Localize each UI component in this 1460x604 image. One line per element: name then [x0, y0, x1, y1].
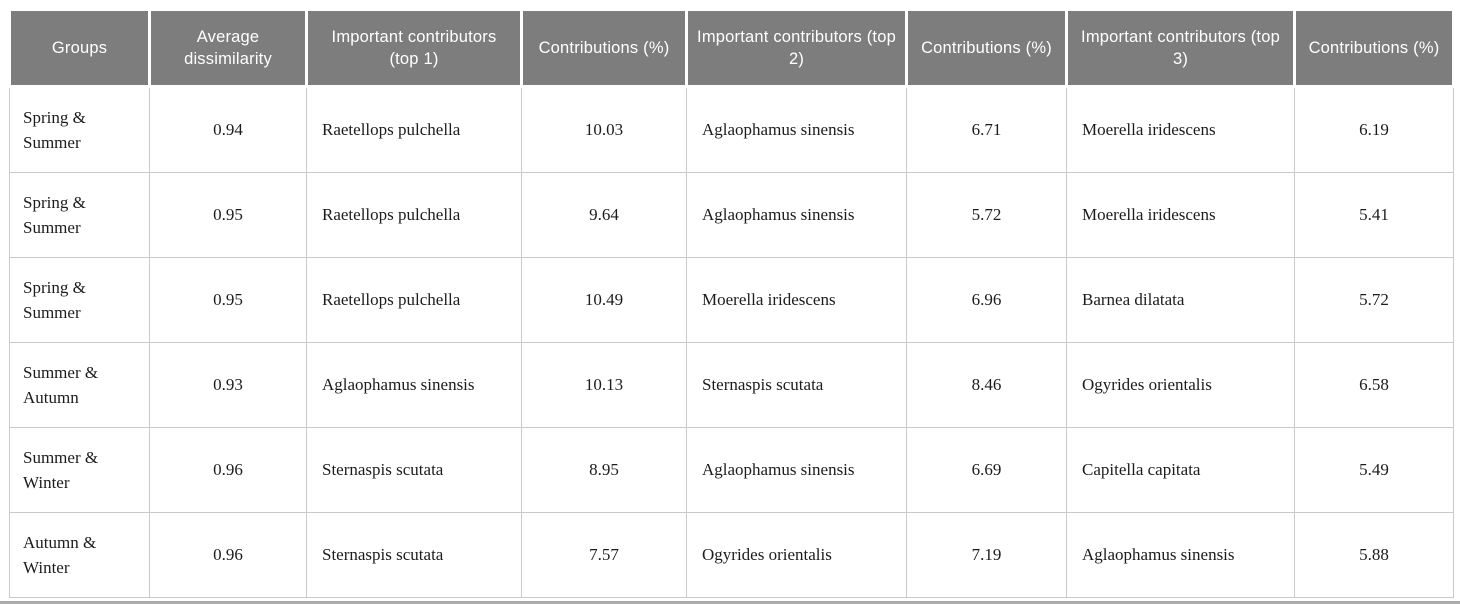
table-row: Summer & Winter 0.96 Sternaspis scutata 8.9… — [9, 427, 1454, 513]
cell-top2: Sternaspis scutata — [686, 342, 907, 428]
cell-top1-pct: 10.49 — [521, 257, 687, 343]
table-row: Spring & Summer 0.95 Raetellops pulchella 9… — [9, 172, 1454, 258]
cell-top2: Ogyrides orientalis — [686, 512, 907, 598]
cell-average-dissimilarity: 0.96 — [149, 512, 307, 598]
cell-top3-pct: 5.41 — [1294, 172, 1454, 258]
cell-top2: Aglaophamus sinensis — [686, 172, 907, 258]
cell-top1-pct: 10.13 — [521, 342, 687, 428]
cell-top3: Capitella capitata — [1066, 427, 1295, 513]
column-header-average-dissimilarity: Average dissimilarity — [148, 8, 308, 88]
cell-top2: Moerella iridescens — [686, 257, 907, 343]
cell-average-dissimilarity: 0.95 — [149, 172, 307, 258]
cell-top2-pct: 6.69 — [906, 427, 1067, 513]
cell-top2: Aglaophamus sinensis — [686, 427, 907, 513]
table-header: Groups Average dissimilarity Important c… — [8, 8, 1455, 88]
column-header-contributors-top1: Important contributors (top 1) — [305, 8, 523, 88]
table-row: Autumn & Winter 0.96 Sternaspis scutata 7.5… — [9, 512, 1454, 598]
simper-dissimilarity-table: Groups Average dissimilarity Important c… — [8, 8, 1455, 598]
cell-top1: Sternaspis scutata — [306, 427, 522, 513]
cell-top1: Raetellops pulchella — [306, 86, 522, 173]
cell-average-dissimilarity: 0.94 — [149, 86, 307, 173]
cell-average-dissimilarity: 0.93 — [149, 342, 307, 428]
cell-top3-pct: 6.19 — [1294, 86, 1454, 173]
cell-top2-pct: 7.19 — [906, 512, 1067, 598]
cell-top3-pct: 5.88 — [1294, 512, 1454, 598]
table-row: Summer & Autumn 0.93 Aglaophamus sinensis 1… — [9, 342, 1454, 428]
cell-group: Summer & Autumn — [9, 342, 150, 428]
cell-top1-pct: 10.03 — [521, 86, 687, 173]
cell-top1: Sternaspis scutata — [306, 512, 522, 598]
cell-group: Summer & Winter — [9, 427, 150, 513]
cell-top1-pct: 8.95 — [521, 427, 687, 513]
cell-top3: Aglaophamus sinensis — [1066, 512, 1295, 598]
cell-top1-pct: 9.64 — [521, 172, 687, 258]
column-header-contributors-top3: Important contributors (top 3) — [1065, 8, 1296, 88]
cell-group: Spring & Summer — [9, 86, 150, 173]
cell-top3-pct: 6.58 — [1294, 342, 1454, 428]
paper-table-figure: Groups Average dissimilarity Important c… — [0, 8, 1460, 604]
cell-top2-pct: 5.72 — [906, 172, 1067, 258]
cell-top1: Aglaophamus sinensis — [306, 342, 522, 428]
table-row: Spring & Summer 0.94 Raetellops pulchella 1… — [9, 86, 1454, 173]
table-row: Spring & Summer 0.95 Raetellops pulchella 1… — [9, 257, 1454, 343]
cell-top3: Moerella iridescens — [1066, 86, 1295, 173]
column-header-contributions-1: Contributions (%) — [520, 8, 688, 88]
column-header-contributors-top2: Important contributors (top 2) — [685, 8, 908, 88]
cell-top3-pct: 5.49 — [1294, 427, 1454, 513]
cell-top2: Aglaophamus sinensis — [686, 86, 907, 173]
column-header-contributions-2: Contributions (%) — [905, 8, 1068, 88]
column-header-groups: Groups — [8, 8, 151, 88]
cell-top1: Raetellops pulchella — [306, 172, 522, 258]
cell-top3-pct: 5.72 — [1294, 257, 1454, 343]
cell-top3: Ogyrides orientalis — [1066, 342, 1295, 428]
column-header-contributions-3: Contributions (%) — [1293, 8, 1455, 88]
cell-top1: Raetellops pulchella — [306, 257, 522, 343]
cell-top3: Moerella iridescens — [1066, 172, 1295, 258]
header-row: Groups Average dissimilarity Important c… — [8, 8, 1455, 88]
cell-group: Autumn & Winter — [9, 512, 150, 598]
cell-top2-pct: 6.71 — [906, 86, 1067, 173]
cell-top2-pct: 8.46 — [906, 342, 1067, 428]
cell-group: Spring & Summer — [9, 257, 150, 343]
cell-top3: Barnea dilatata — [1066, 257, 1295, 343]
cell-top2-pct: 6.96 — [906, 257, 1067, 343]
cell-average-dissimilarity: 0.96 — [149, 427, 307, 513]
cell-average-dissimilarity: 0.95 — [149, 257, 307, 343]
table-body: Spring & Summer 0.94 Raetellops pulchella 1… — [9, 86, 1454, 598]
cell-top1-pct: 7.57 — [521, 512, 687, 598]
cell-group: Spring & Summer — [9, 172, 150, 258]
